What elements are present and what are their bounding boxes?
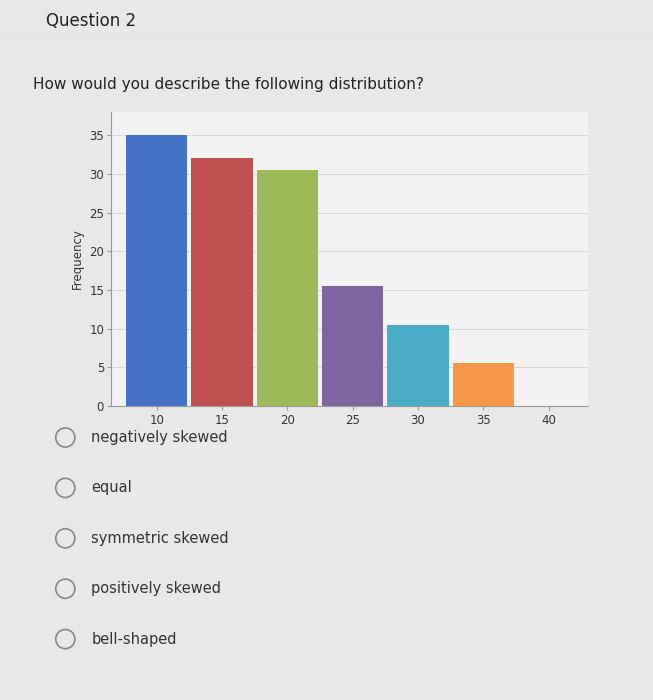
- Text: negatively skewed: negatively skewed: [91, 430, 228, 445]
- Text: symmetric skewed: symmetric skewed: [91, 531, 229, 546]
- Text: Question 2: Question 2: [46, 12, 136, 30]
- Y-axis label: Frequency: Frequency: [71, 229, 84, 289]
- Text: How would you describe the following distribution?: How would you describe the following dis…: [33, 77, 424, 92]
- Text: bell-shaped: bell-shaped: [91, 631, 177, 647]
- Bar: [387, 325, 449, 406]
- Bar: [257, 170, 318, 406]
- Bar: [191, 158, 253, 406]
- Text: equal: equal: [91, 480, 132, 496]
- Bar: [453, 363, 514, 406]
- Text: positively skewed: positively skewed: [91, 581, 221, 596]
- Bar: [322, 286, 383, 406]
- Bar: [126, 135, 187, 406]
